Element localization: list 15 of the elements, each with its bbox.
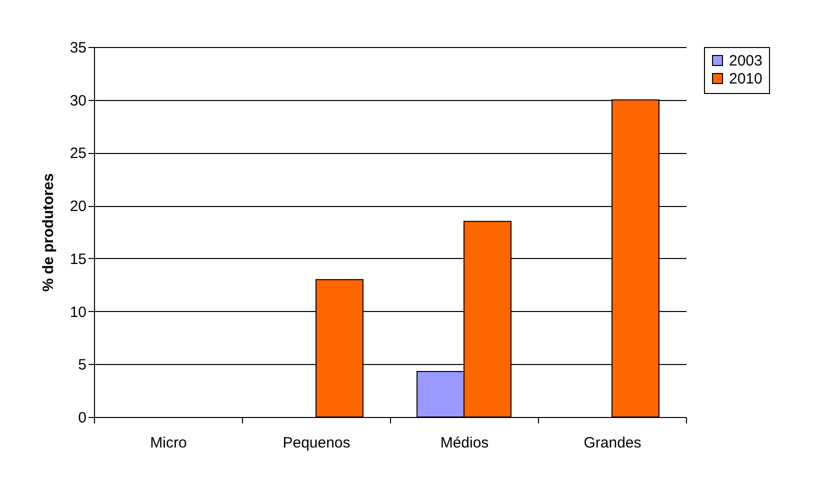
x-tick-label: Micro [150, 434, 187, 452]
x-tick-label: Médios [440, 434, 489, 452]
y-axis-title: % de produtores [40, 173, 57, 292]
y-tick-label: 5 [78, 356, 86, 374]
x-tick-label: Grandes [584, 434, 642, 452]
y-tick-label: 35 [70, 40, 86, 56]
y-tick-label: 10 [70, 304, 86, 321]
x-tick-label: Pequenos [282, 434, 350, 452]
y-tick-label: 30 [70, 92, 86, 110]
legend-label: 2010 [729, 70, 762, 88]
y-tick-label: 0 [78, 410, 86, 426]
y-tick-label: 15 [70, 250, 86, 268]
y-tick-label: 25 [70, 145, 86, 162]
legend-label: 2003 [729, 52, 762, 70]
y-tick-label: 20 [70, 198, 86, 216]
